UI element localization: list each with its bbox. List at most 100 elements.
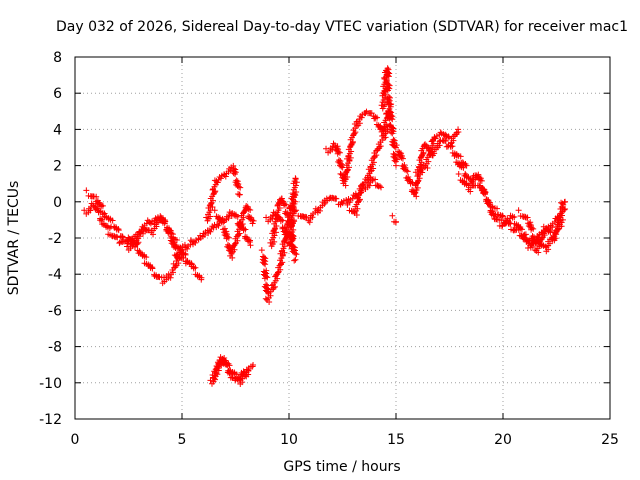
data-point — [463, 162, 470, 169]
x-tick-labels: 0 5 10 15 20 25 — [71, 432, 619, 448]
data-point — [383, 86, 390, 93]
data-point — [353, 118, 360, 125]
data-point — [558, 199, 565, 206]
data-point — [446, 134, 452, 141]
data-point — [381, 124, 388, 131]
data-point — [172, 244, 179, 251]
data-point — [247, 206, 254, 213]
data-point — [210, 224, 217, 231]
data-point — [249, 220, 256, 227]
data-point — [245, 206, 252, 213]
y-tick-label: 8 — [53, 50, 62, 66]
data-point — [393, 142, 400, 149]
data-point — [217, 175, 224, 182]
data-point — [119, 234, 126, 241]
data-point — [368, 110, 375, 117]
data-point — [455, 171, 462, 178]
data-point — [323, 145, 330, 152]
data-point — [198, 276, 205, 283]
data-point — [455, 126, 462, 133]
data-point — [260, 260, 267, 267]
y-tick-label: -6 — [48, 303, 62, 319]
data-point — [180, 254, 187, 261]
data-point — [556, 213, 563, 220]
data-point — [130, 239, 137, 246]
data-point — [230, 170, 237, 177]
data-point — [510, 227, 517, 234]
data-point — [237, 184, 244, 191]
data-point — [372, 176, 379, 183]
data-point — [292, 250, 299, 257]
data-point — [169, 231, 176, 238]
data-point — [171, 243, 178, 250]
y-tick-label: 0 — [53, 195, 62, 211]
data-point — [378, 184, 385, 191]
data-point — [214, 179, 221, 186]
data-point — [223, 361, 230, 368]
data-point — [263, 214, 270, 221]
x-tick-label: 20 — [494, 432, 512, 448]
data-point — [354, 195, 361, 202]
data-point — [486, 201, 493, 208]
data-point — [388, 129, 395, 136]
data-point — [351, 130, 358, 137]
data-point — [525, 240, 532, 247]
x-tick-label: 15 — [387, 432, 405, 448]
data-point — [291, 257, 298, 264]
y-tick-label: -12 — [39, 412, 62, 428]
data-point — [384, 87, 391, 94]
x-tick-label: 25 — [601, 432, 619, 448]
data-point — [547, 229, 554, 236]
data-point — [372, 115, 379, 122]
data-point — [203, 214, 210, 221]
data-point — [258, 247, 265, 254]
data-point — [385, 73, 392, 80]
data-point — [523, 214, 530, 221]
data-point — [344, 201, 351, 208]
data-point — [562, 198, 569, 205]
data-point — [240, 227, 247, 234]
data-point — [81, 207, 88, 214]
data-point — [403, 167, 410, 174]
data-point — [292, 175, 299, 182]
y-tick-label: 6 — [53, 86, 62, 102]
data-point — [303, 214, 310, 221]
data-point — [220, 226, 227, 233]
data-point — [384, 126, 391, 133]
data-point — [211, 207, 218, 214]
y-tick-label: -4 — [48, 267, 62, 283]
y-tick-label: -10 — [39, 376, 62, 392]
data-point — [334, 150, 341, 157]
data-point — [173, 237, 180, 244]
data-point — [330, 140, 337, 147]
data-point — [246, 239, 253, 246]
data-point — [389, 130, 396, 137]
data-point — [181, 241, 188, 248]
data-point — [182, 251, 189, 258]
data-point — [393, 162, 399, 169]
data-point — [183, 258, 190, 265]
data-point — [262, 295, 269, 302]
data-point — [124, 243, 130, 250]
data-point — [554, 226, 561, 233]
data-point — [515, 207, 522, 214]
data-point — [236, 191, 243, 198]
data-point — [245, 367, 252, 374]
data-point — [288, 236, 295, 243]
data-point — [528, 226, 535, 233]
data-point — [333, 195, 340, 202]
data-point — [499, 212, 506, 219]
data-point — [481, 191, 488, 198]
data-point — [261, 275, 268, 282]
data-point — [532, 239, 539, 246]
data-point — [190, 265, 197, 272]
data-point — [393, 218, 399, 225]
data-point — [267, 239, 274, 246]
data-point — [162, 218, 169, 225]
y-tick-label: 2 — [53, 159, 62, 175]
data-point — [386, 100, 393, 107]
data-point — [207, 228, 214, 235]
data-point — [232, 171, 238, 178]
